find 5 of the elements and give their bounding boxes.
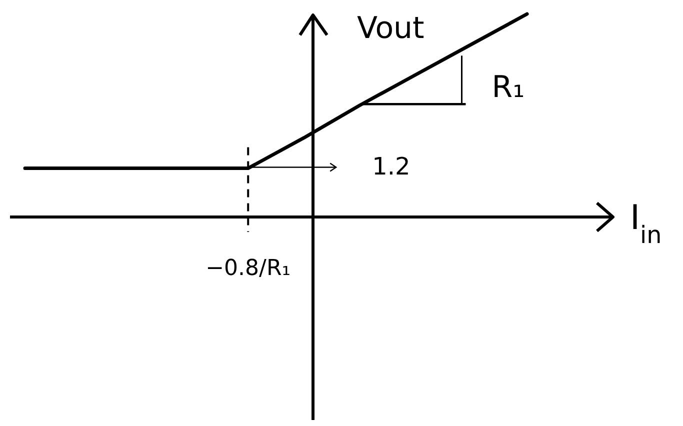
text: −0.8/R₁ <box>206 256 291 281</box>
x-axis-title: I$_{in}$ <box>630 198 662 249</box>
annotation: 1.2 <box>372 152 410 180</box>
y-axis-title: Vout <box>357 11 425 46</box>
annotation: R₁ <box>492 70 525 106</box>
